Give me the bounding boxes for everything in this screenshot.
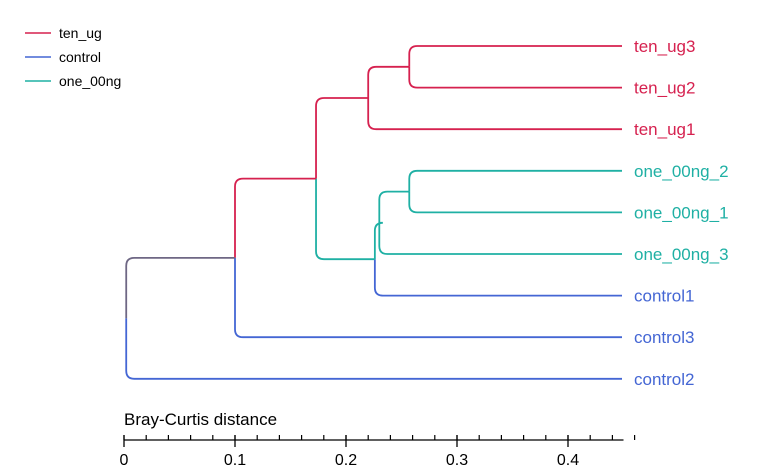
leaf-label-control3: control3	[634, 328, 694, 347]
branch-N4-lower	[378, 222, 622, 255]
dendrogram	[125, 45, 622, 380]
leaf-label-ten_ug3: ten_ug3	[634, 37, 695, 56]
branch-N4-upper	[378, 190, 410, 223]
branch-N2-upper	[367, 65, 410, 98]
leaf-label-one_00ng_3: one_00ng_3	[634, 245, 729, 264]
leaf-label-one_00ng_1: one_00ng_1	[634, 203, 729, 222]
branch-N1-upper	[408, 45, 622, 67]
branch-N6-upper	[315, 97, 369, 179]
axis-title: Bray-Curtis distance	[124, 410, 277, 429]
axis-tick-label: 0	[120, 452, 129, 469]
axis-tick-label: 0.4	[557, 452, 579, 469]
legend-label-control: control	[59, 49, 101, 65]
leaf-label-one_00ng_2: one_00ng_2	[634, 162, 729, 181]
branch-N6-lower	[315, 178, 375, 261]
distance-axis: Bray-Curtis distance 0 0.1 0.2 0.3 0.4	[120, 410, 636, 469]
branch-N5-upper	[373, 221, 383, 260]
leaf-label-ten_ug2: ten_ug2	[634, 79, 695, 98]
branch-N8-lower	[125, 318, 622, 380]
branch-N7-upper	[234, 177, 317, 258]
leaf-label-control2: control2	[634, 370, 694, 389]
branch-N2-lower	[367, 98, 622, 131]
branch-N1-lower	[408, 66, 622, 89]
branch-N8-upper	[125, 257, 235, 319]
branch-N7-lower	[234, 257, 622, 339]
axis-tick-label: 0.2	[335, 452, 357, 469]
axis-tick-label: 0.1	[224, 452, 246, 469]
legend-label-ten_ug: ten_ug	[59, 25, 102, 41]
leaf-label-control1: control1	[634, 287, 694, 306]
branch-N5-lower	[373, 259, 622, 297]
axis-tick-label: 0.3	[446, 452, 468, 469]
branch-N3-lower	[408, 191, 622, 214]
legend-label-one_00ng: one_00ng	[59, 73, 121, 89]
leaf-label-ten_ug1: ten_ug1	[634, 120, 695, 139]
branch-N3-upper	[408, 169, 622, 192]
leaf-labels: ten_ug3 ten_ug2 ten_ug1 one_00ng_2 one_00ng_…	[634, 37, 729, 389]
